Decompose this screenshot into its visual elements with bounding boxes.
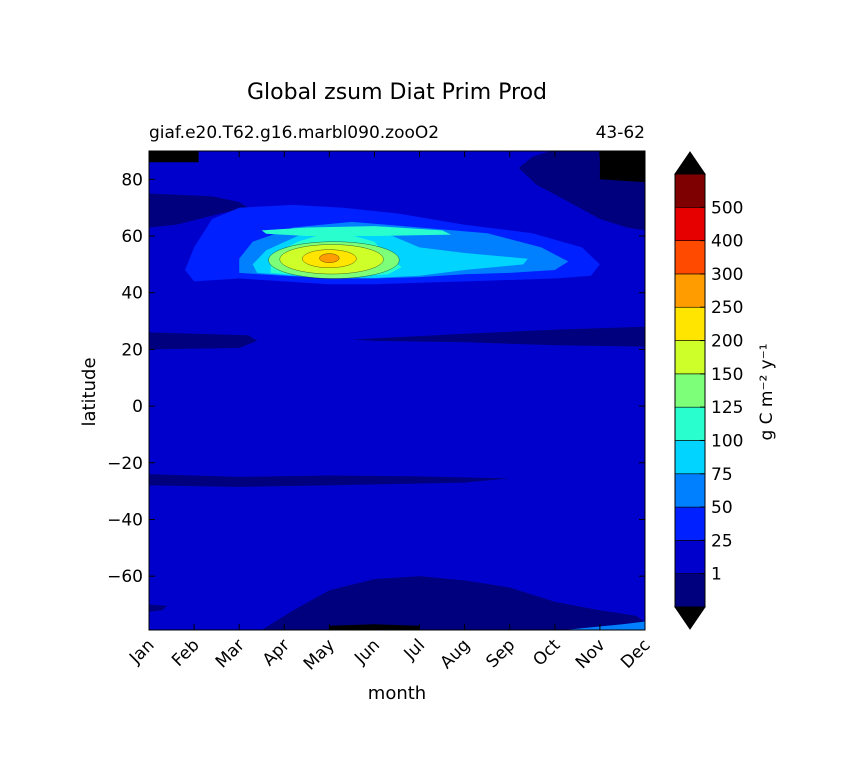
y-tick-label--60: −60 (107, 567, 143, 587)
y-axis: −60 −40 −20 0 20 40 60 80 (107, 170, 645, 587)
colorbar-extend-min (674, 606, 706, 630)
y-tick-label-40: 40 (121, 284, 143, 304)
colorbar-swatch-11 (674, 207, 706, 241)
x-tick-label-jul: Jul (400, 635, 429, 664)
colorbar-tick-label-1: 1 (711, 565, 722, 585)
colorbar-swatch-0 (674, 573, 706, 608)
y-tick-label--20: −20 (107, 454, 143, 474)
contour-arctic-black-right (599, 151, 645, 183)
colorbar-tick-label-500: 500 (711, 198, 743, 218)
colorbar-swatch-3 (674, 473, 706, 508)
x-tick-label-jan: Jan (125, 635, 158, 668)
colorbar-swatch-6 (674, 373, 706, 408)
contour-antarctic-dark (261, 576, 645, 630)
y-tick-label-80: 80 (121, 170, 143, 190)
colorbar-swatch-2 (674, 506, 706, 541)
colorbar-tick-label-400: 400 (711, 232, 743, 252)
colorbar-extend-max (674, 151, 706, 175)
contour-arctic-black-left (149, 151, 199, 163)
x-tick-label-feb: Feb (168, 635, 203, 670)
x-tick-label-jun: Jun (350, 635, 384, 669)
contour-arctic-dark-left (149, 193, 249, 228)
colorbar-frame (674, 173, 706, 608)
colorbar-tick-label-200: 200 (711, 332, 743, 352)
colorbar-tick-label-250: 250 (711, 298, 743, 318)
colorbar-tick-label-100: 100 (711, 431, 743, 451)
x-tick-label-may: May (300, 635, 339, 674)
colorbar-swatch-7 (674, 340, 706, 375)
plot-area (149, 151, 645, 630)
colorbar-swatch-12 (674, 173, 706, 208)
contour-band-north-right (351, 326, 645, 347)
contour-band-south (149, 474, 510, 487)
colorbar-swatch-10 (674, 240, 706, 275)
x-tick-label-nov: Nov (572, 635, 610, 673)
plot-frame (148, 150, 646, 631)
y-tick-label-0: 0 (132, 397, 143, 417)
colorbar-tick-label-125: 125 (711, 398, 743, 418)
contour-antarctic-bloom (563, 621, 645, 630)
contour-bloom-100-arm (261, 226, 452, 236)
colorbar-swatch-9 (674, 273, 706, 308)
colorbar-tick-label-75: 75 (711, 465, 733, 485)
chart-subtitle-left: giaf.e20.T62.g16.marbl090.zooO2 (149, 123, 439, 143)
x-tick-label-mar: Mar (212, 635, 249, 672)
x-tick-label-sep: Sep (482, 635, 519, 672)
x-axis-label: month (368, 683, 426, 704)
colorbar-swatch-4 (674, 440, 706, 475)
colorbar-label: g C m⁻² y⁻¹ (757, 343, 777, 440)
colorbar-swatch-5 (674, 406, 706, 441)
contour-antarctic-left-dark (149, 604, 167, 612)
y-axis-label: latitude (79, 357, 100, 426)
colorbar-tick-label-50: 50 (711, 498, 733, 518)
contour-bloom-250 (319, 253, 340, 263)
y-tick-label-60: 60 (121, 227, 143, 247)
x-tick-label-dec: Dec (617, 635, 654, 672)
y-tick-label--40: −40 (107, 510, 143, 530)
colorbar-swatch-8 (674, 306, 706, 341)
x-tick-label-apr: Apr (259, 635, 294, 670)
chart-title: Global zsum Diat Prim Prod (247, 80, 547, 105)
y-tick-label-20: 20 (121, 340, 143, 360)
contour-fills (149, 151, 645, 630)
x-tick-label-aug: Aug (437, 635, 475, 673)
colorbar-tick-label-150: 150 (711, 365, 743, 385)
x-tick-label-oct: Oct (529, 635, 564, 670)
colorbar-tick-label-25: 25 (711, 531, 733, 551)
chart-subtitle-right: 43-62 (596, 123, 645, 143)
contour-arctic-dark-right (149, 151, 645, 231)
colorbar-tick-label-300: 300 (711, 265, 743, 285)
contour-band-north-left (149, 332, 258, 350)
colorbar-swatch-1 (674, 540, 706, 574)
